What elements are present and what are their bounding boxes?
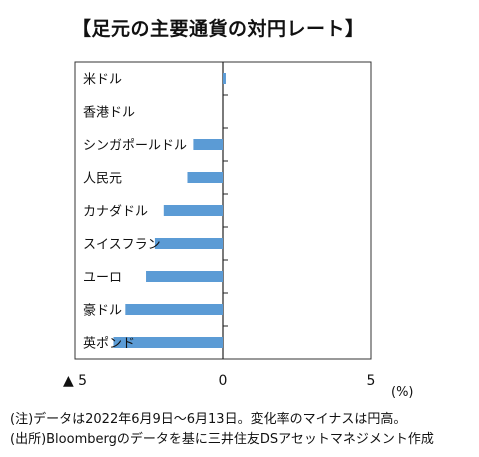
bar-3 (187, 172, 223, 183)
bar-7 (125, 304, 223, 315)
category-label: シンガポールドル (83, 139, 187, 154)
bar-0 (223, 73, 226, 84)
x-tick-label: 5 (367, 373, 376, 389)
category-label: スイスフラン (83, 238, 161, 253)
category-label: ユーロ (83, 271, 122, 286)
category-label: 米ドル (83, 73, 122, 88)
x-axis-unit-label: (%) (391, 385, 414, 400)
bar-6 (146, 271, 223, 282)
bar-8 (113, 337, 223, 348)
footnote-source: (出所)Bloombergのデータを基に三井住友DSアセットマネジメント作成 (10, 432, 434, 447)
footnote-note: (注)データは2022年6月9日～6月13日。変化率のマイナスは円高。 (10, 412, 407, 427)
bar-5 (154, 238, 223, 249)
category-label: 英ポンド (83, 337, 135, 352)
axis-ticks (223, 94, 228, 327)
bar-4 (163, 205, 223, 216)
bar-chart: 米ドル香港ドルシンガポールドル人民元カナダドルスイスフランユーロ豪ドル英ポンド … (63, 61, 414, 400)
bars-group (113, 73, 226, 348)
chart-title: 【足元の主要通貨の対円レート】 (72, 18, 365, 40)
category-label: 人民元 (83, 172, 122, 187)
category-label: 豪ドル (83, 303, 122, 319)
category-label: カナダドル (83, 205, 148, 220)
x-tick-label: ▲ 5 (63, 373, 87, 389)
bar-2 (193, 139, 223, 150)
x-tick-label: 0 (219, 373, 228, 389)
category-label: 香港ドル (83, 106, 135, 121)
x-tick-labels: ▲ 5 0 5 (63, 373, 376, 389)
